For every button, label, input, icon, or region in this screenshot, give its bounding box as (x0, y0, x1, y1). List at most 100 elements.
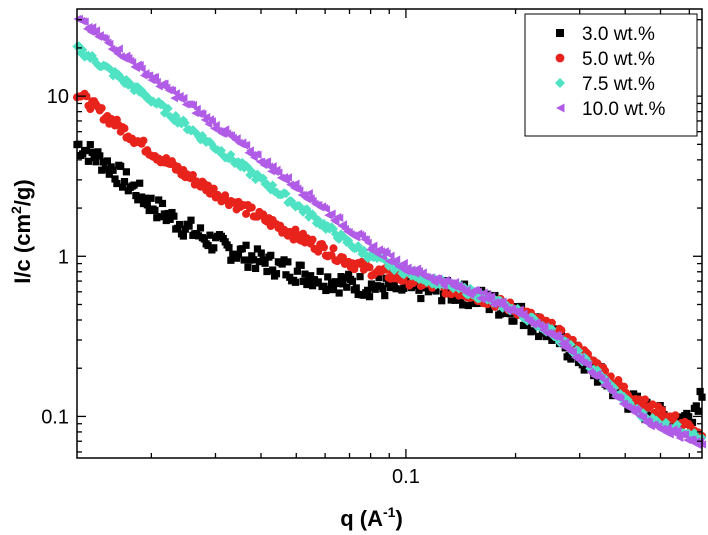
data-point (289, 183, 298, 192)
data-point (196, 224, 205, 232)
data-point (661, 417, 671, 428)
data-point (208, 117, 216, 126)
data-point (308, 235, 317, 244)
legend-label: 3.0 wt.% (582, 24, 655, 45)
data-point (516, 305, 524, 314)
data-point (143, 201, 151, 209)
data-point (305, 276, 313, 284)
data-point (319, 243, 328, 252)
data-point (381, 292, 389, 300)
data-point (535, 332, 543, 341)
data-point (333, 279, 341, 288)
data-point (369, 241, 378, 250)
data-point (424, 288, 433, 296)
data-point (282, 271, 290, 279)
data-point (593, 378, 602, 386)
data-point (242, 241, 250, 249)
legend-label: 5.0 wt.% (582, 49, 655, 70)
data-point (417, 294, 425, 303)
data-point (573, 346, 584, 356)
y-axis-title-tail: /g) (10, 179, 35, 206)
data-point (365, 263, 374, 272)
data-point (209, 184, 218, 193)
data-point (639, 413, 648, 422)
data-point (231, 250, 239, 258)
data-point (253, 150, 262, 159)
data-point (478, 295, 486, 304)
data-point (76, 48, 86, 58)
data-point (187, 216, 195, 224)
data-point (354, 290, 362, 299)
data-point (440, 281, 448, 290)
data-point (179, 93, 188, 103)
data-point (399, 270, 409, 280)
data-point (410, 272, 420, 282)
data-point (580, 366, 588, 374)
data-point (179, 232, 187, 240)
data-point (379, 285, 387, 293)
data-point (635, 395, 644, 404)
data-point (641, 395, 650, 404)
data-point (227, 256, 235, 264)
data-point (284, 173, 292, 182)
legend-marker (556, 29, 564, 37)
data-point (92, 158, 100, 166)
data-point (198, 109, 207, 118)
data-point (593, 359, 602, 368)
data-point (92, 26, 101, 35)
data-point (464, 301, 472, 310)
data-point (174, 224, 182, 232)
data-point (155, 196, 163, 204)
data-point (115, 44, 123, 53)
data-point (247, 203, 256, 212)
data-point (175, 220, 184, 229)
data-point (266, 185, 276, 195)
data-point (284, 258, 292, 266)
data-point (677, 413, 685, 421)
data-point (109, 166, 117, 174)
data-point (188, 170, 197, 179)
data-point (329, 244, 338, 253)
data-point (474, 287, 482, 296)
data-point (399, 276, 408, 285)
data-point (181, 225, 189, 233)
data-point (540, 322, 549, 331)
data-point (308, 282, 317, 290)
data-point (320, 282, 328, 290)
data-point (160, 79, 169, 88)
data-point (400, 284, 408, 292)
data-point (156, 213, 165, 221)
data-point (166, 215, 174, 223)
data-point (447, 296, 455, 304)
data-point (415, 286, 423, 294)
data-point (584, 360, 593, 369)
data-point (117, 162, 125, 170)
data-point (633, 406, 642, 415)
data-point (386, 283, 395, 292)
data-point (238, 245, 246, 253)
legend: 3.0 wt.% 5.0 wt.% 7.5 wt.% 10.0 wt.% (524, 13, 698, 137)
data-point (86, 141, 94, 149)
data-point (335, 289, 343, 297)
data-point (432, 287, 440, 295)
data-point (547, 324, 557, 334)
data-point (319, 218, 329, 229)
data-point (242, 140, 251, 150)
data-point (111, 175, 119, 183)
data-point (90, 154, 98, 162)
data-point (180, 118, 190, 128)
data-point (232, 134, 241, 143)
data-point (400, 258, 408, 268)
data-point (246, 256, 254, 264)
data-point (194, 232, 203, 240)
data-point (592, 365, 603, 375)
data-point (191, 109, 199, 118)
data-point (253, 245, 262, 253)
data-point (548, 336, 556, 344)
y-axis-title: I/c (cm2/g) (8, 179, 35, 283)
data-point (189, 100, 197, 110)
data-point (163, 103, 173, 114)
data-point (86, 105, 95, 114)
data-point (129, 86, 139, 96)
legend-label: 10.0 wt.% (582, 99, 666, 120)
